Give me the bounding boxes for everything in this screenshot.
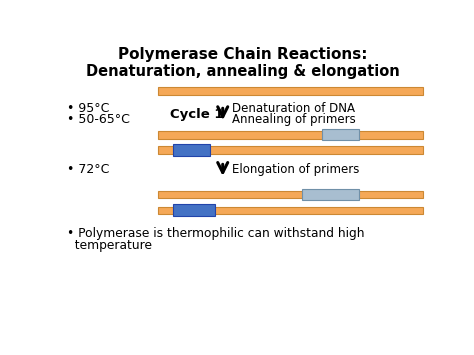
Text: • 95°C: • 95°C (66, 102, 109, 115)
Bar (158, 147, 423, 154)
Text: Polymerase Chain Reactions:: Polymerase Chain Reactions: (118, 47, 368, 62)
Text: • Polymerase is thermophilic can withstand high: • Polymerase is thermophilic can withsta… (66, 228, 364, 240)
Text: temperature: temperature (66, 239, 152, 252)
Bar (322, 129, 359, 141)
Bar (158, 87, 423, 94)
Bar (173, 204, 215, 216)
Text: Cycle 1: Cycle 1 (170, 108, 224, 121)
Bar (158, 131, 423, 139)
Text: • 72°C: • 72°C (66, 163, 109, 176)
Text: Denaturation of DNA: Denaturation of DNA (232, 102, 355, 115)
Text: Annealing of primers: Annealing of primers (232, 113, 356, 126)
Text: Elongation of primers: Elongation of primers (232, 164, 359, 176)
Bar (301, 189, 359, 200)
Bar (158, 207, 423, 214)
Bar (173, 144, 210, 156)
Text: Denaturation, annealing & elongation: Denaturation, annealing & elongation (86, 65, 400, 80)
Bar (158, 191, 423, 198)
Text: • 50-65°C: • 50-65°C (66, 113, 129, 126)
